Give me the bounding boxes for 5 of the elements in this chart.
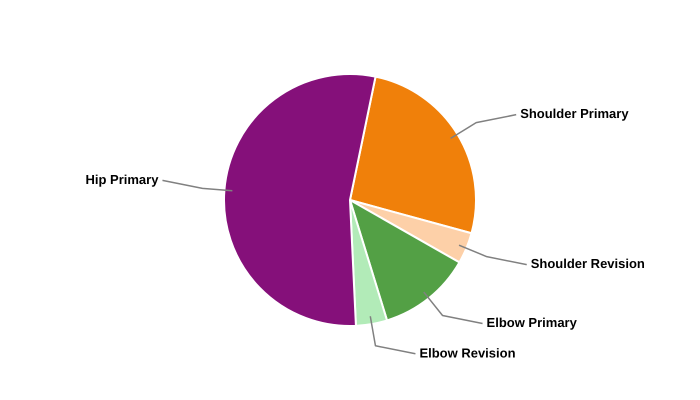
slice-label: Shoulder Primary	[520, 106, 630, 122]
slice-label: Hip Primary	[85, 172, 160, 187]
slice-label: Elbow Primary	[486, 315, 578, 330]
slice-label: Elbow Revision	[419, 345, 516, 360]
slice-label: Shoulder Revision	[530, 256, 645, 272]
